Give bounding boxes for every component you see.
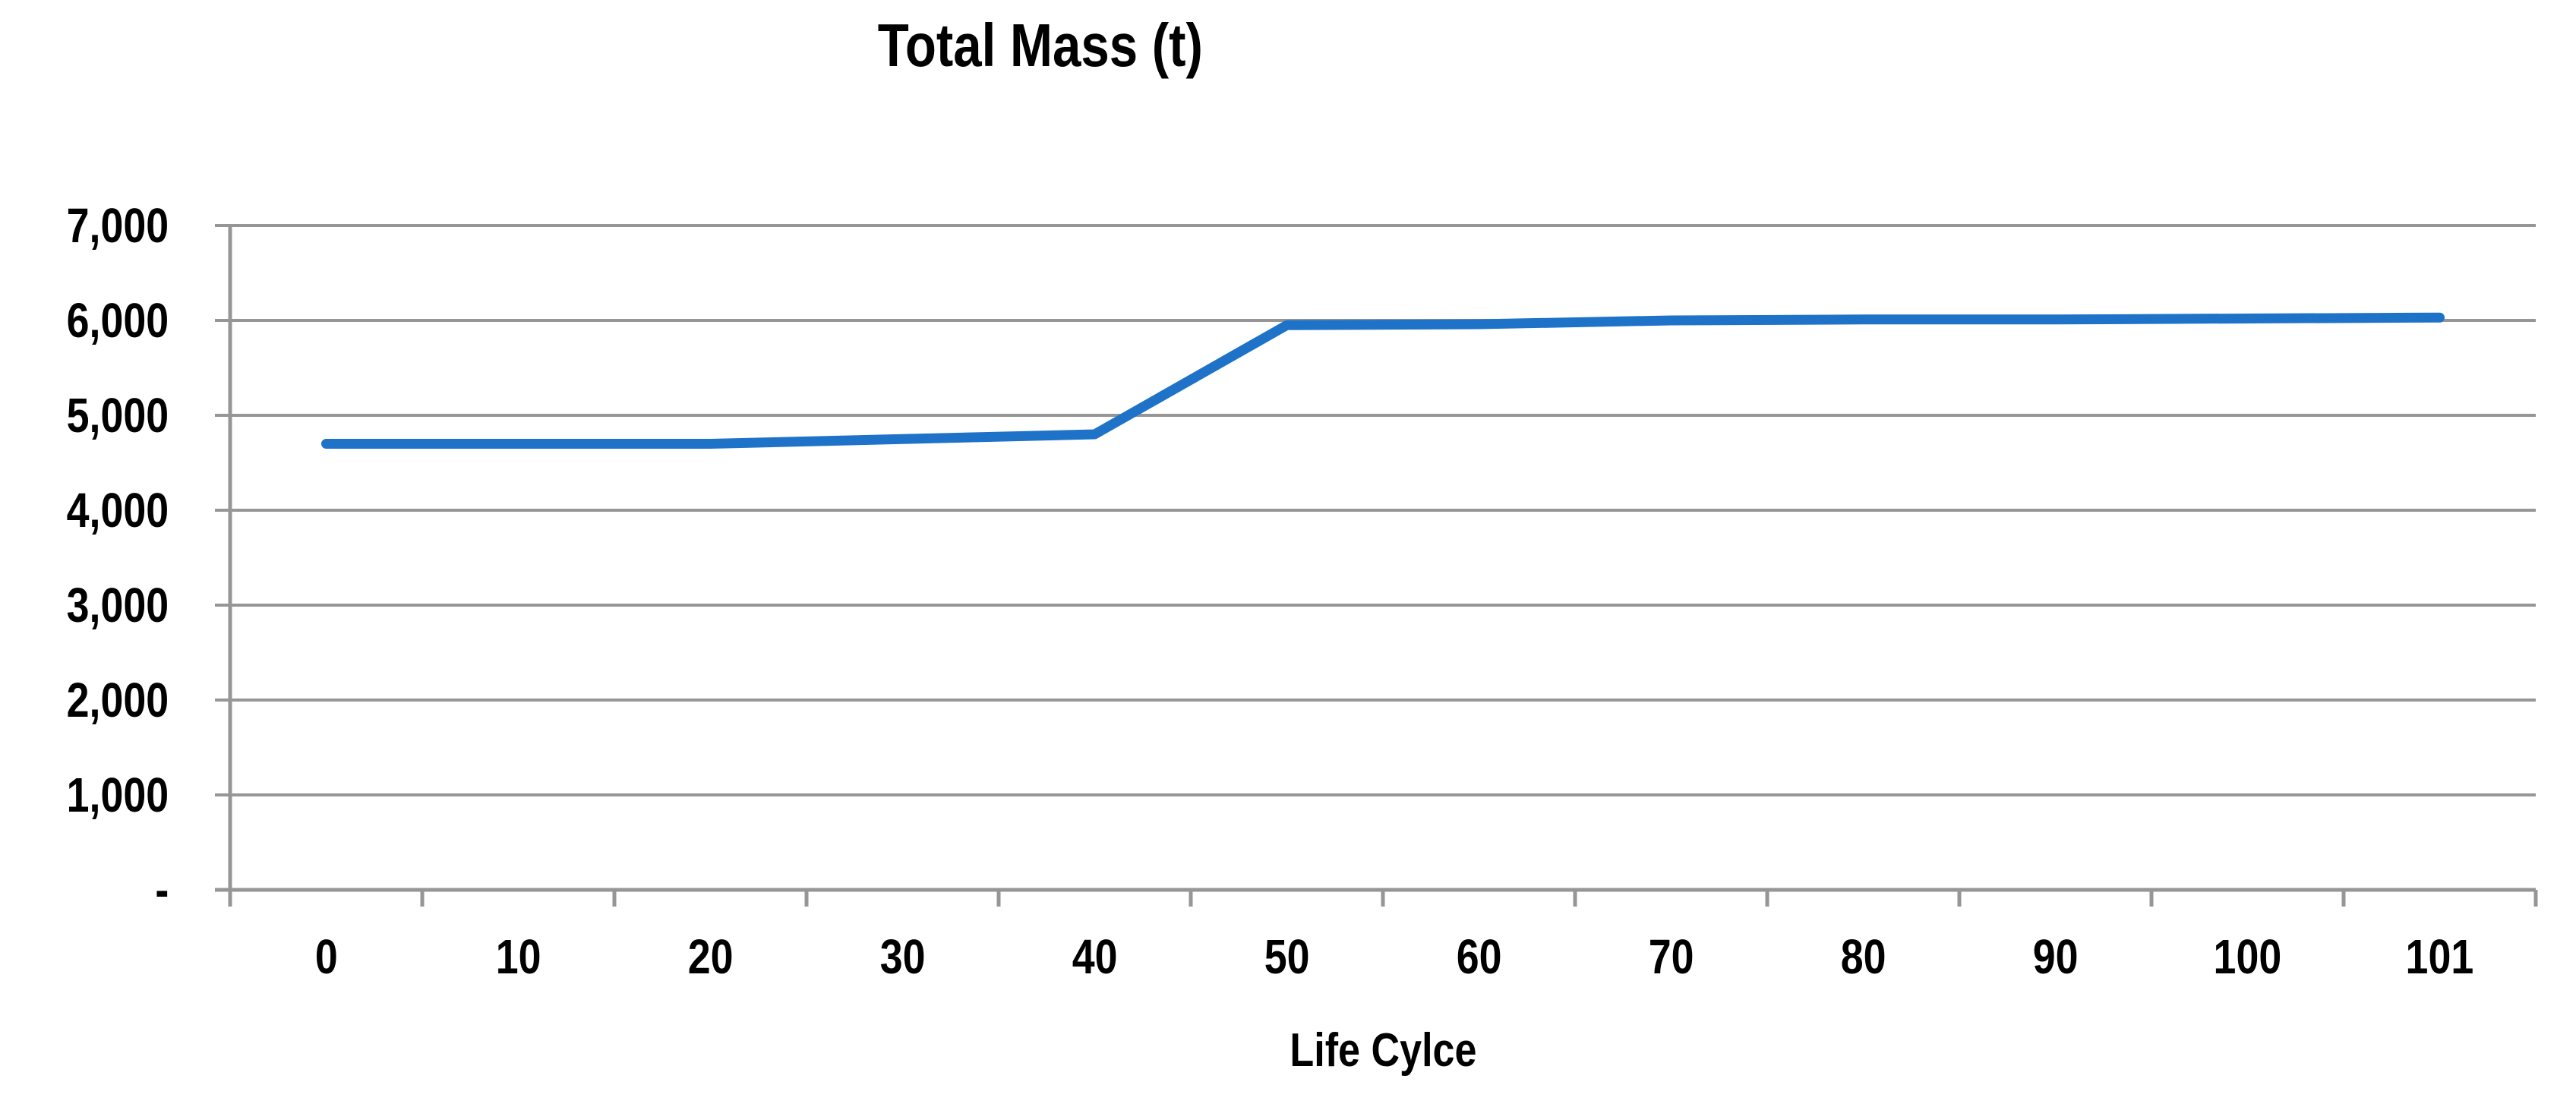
y-tick-label-text: -	[155, 863, 169, 917]
x-tick-label: 70	[1588, 929, 1755, 984]
x-tick-label: 60	[1396, 929, 1563, 984]
chart-title-text: Total Mass (t)	[877, 11, 1204, 79]
y-tick-label: 2,000	[0, 673, 169, 727]
y-tick-label: 7,000	[0, 199, 169, 252]
y-tick-label: 1,000	[0, 768, 169, 822]
chart-title: Total Mass (t)	[585, 8, 1496, 84]
x-tick-label: 80	[1780, 929, 1947, 984]
y-tick-label: 3,000	[0, 579, 169, 632]
y-tick-label-text: 3,000	[66, 578, 169, 632]
x-tick-label-text: 30	[879, 929, 926, 984]
x-tick-label: 0	[243, 929, 410, 984]
x-axis-title-text: Life Cylce	[1289, 1024, 1477, 1077]
x-tick-label: 30	[819, 929, 987, 984]
x-tick-label-text: 90	[2032, 929, 2079, 984]
y-tick-label: 6,000	[0, 294, 169, 347]
y-tick-label-text: 4,000	[66, 483, 169, 538]
x-tick-label: 90	[1972, 929, 2139, 984]
x-tick-label: 100	[2164, 929, 2331, 984]
series-line-total-mass	[321, 312, 2445, 449]
x-tick-label-text: 50	[1264, 929, 1310, 984]
x-axis-title: Life Cylce	[1079, 1020, 1687, 1081]
x-tick-label-text: 40	[1072, 929, 1118, 984]
x-tick-label: 50	[1204, 929, 1371, 984]
x-tick-label: 10	[435, 929, 602, 984]
x-tick-label-text: 20	[687, 929, 734, 984]
y-tick-label: -	[0, 863, 169, 916]
y-tick-label-text: 6,000	[66, 293, 169, 348]
y-tick-label: 5,000	[0, 389, 169, 442]
y-tick-label-text: 1,000	[66, 768, 169, 822]
x-tick-label-text: 101	[2405, 929, 2474, 984]
y-tick-label: 4,000	[0, 484, 169, 537]
x-tick-label-text: 70	[1648, 929, 1694, 984]
x-tick-label-text: 0	[314, 929, 338, 984]
y-tick-label-text: 7,000	[66, 198, 169, 253]
x-tick-label: 101	[2357, 929, 2524, 984]
x-tick-label: 20	[627, 929, 794, 984]
x-tick-label-text: 60	[1456, 929, 1502, 984]
x-tick-label-text: 100	[2213, 929, 2282, 984]
x-tick-label-text: 80	[1840, 929, 1886, 984]
x-tick-label-text: 10	[495, 929, 541, 984]
y-tick-label-text: 5,000	[66, 388, 169, 443]
y-tick-label-text: 2,000	[66, 673, 169, 727]
x-tick-label: 40	[1012, 929, 1179, 984]
